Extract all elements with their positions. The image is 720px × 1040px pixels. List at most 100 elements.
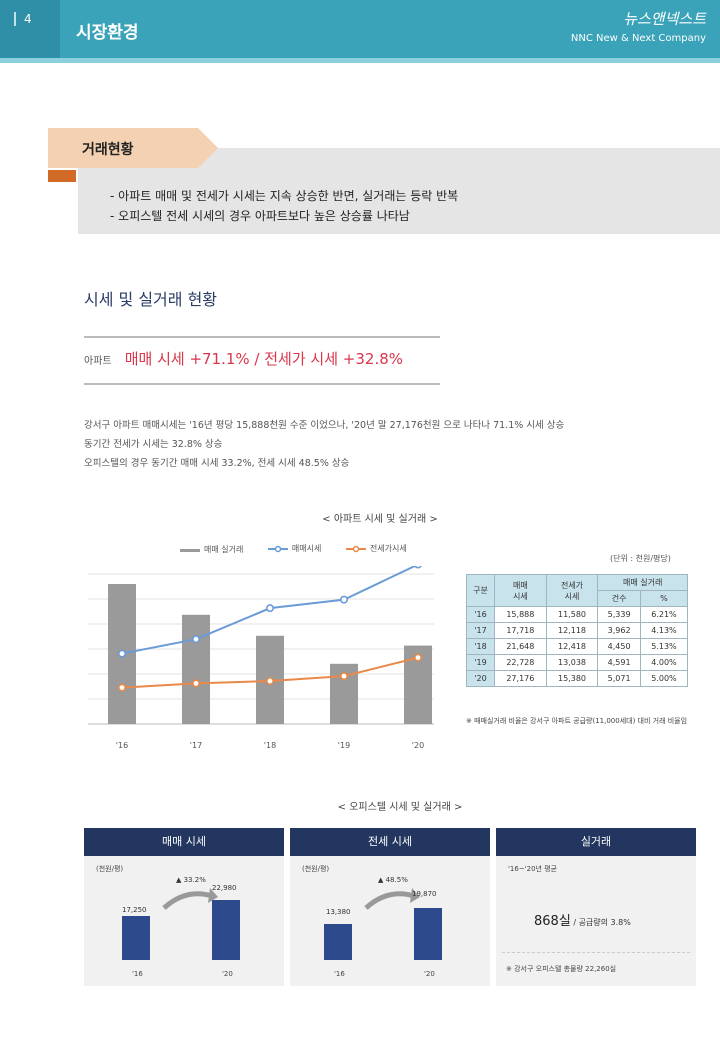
tag-shape <box>48 128 218 168</box>
card-period: '16~'20년 평균 <box>508 865 558 873</box>
cell-pct: 6.21% <box>639 606 689 623</box>
th-count: 건수 <box>597 590 641 607</box>
description-paragraph: 강서구 아파트 매매시세는 '16년 평당 15,888천원 수준 이었으나, … <box>84 416 564 473</box>
summary-list: 아파트 매매 및 전세가 시세는 지속 상승한 반면, 실거래는 등락 반복 오… <box>110 186 458 226</box>
divider-bottom <box>84 383 440 385</box>
point-jeonse-price <box>413 653 422 662</box>
section-tag: 거래현황 <box>48 128 218 168</box>
summary-box: 아파트 매매 및 전세가 시세는 지속 상승한 반면, 실거래는 등락 반복 오… <box>78 148 720 234</box>
card-footnote: ※ 강서구 오피스텔 총물량 22,260실 <box>506 965 617 973</box>
point-sale-price <box>414 566 422 569</box>
brand-tagline: NNC New & Next Company <box>570 33 706 44</box>
cell-count: 4,450 <box>597 638 641 655</box>
card-divider <box>502 952 690 953</box>
th-sale: 매매 시세 <box>494 574 547 607</box>
section-title: 시세 및 실거래 현황 <box>84 290 218 309</box>
big-number: 868실 <box>534 914 571 929</box>
x-tick-label: '16 <box>116 741 128 750</box>
curve-arrow-icon <box>162 888 218 910</box>
x-tick-label: '17 <box>190 741 202 750</box>
point-sale-price <box>117 649 126 658</box>
cell-pct: 5.00% <box>639 670 689 687</box>
cell-pct: 4.13% <box>639 622 689 639</box>
header-bar: 4 시장환경 뉴스앤넥스트 NNC New & Next Company <box>0 0 720 58</box>
page-number-box: 4 <box>0 0 60 58</box>
th-pct: % <box>639 590 689 607</box>
header-stripe <box>0 58 720 63</box>
office-card-sale: 매매 시세 (천원/평) ▲ 33.2% 17,250 22,980 '16 '… <box>84 828 284 986</box>
legend-label: 매매 실거래 <box>204 545 244 554</box>
curve-arrow-icon <box>364 888 420 910</box>
cell-jeonse: 11,580 <box>545 606 599 623</box>
cell-year: '17 <box>465 622 496 639</box>
x-tick-label: '18 <box>264 741 276 750</box>
table-row: '19 22,728 13,038 4,591 4.00% <box>465 654 689 671</box>
card-big-value: 868실 / 공급량의 3.8% <box>534 910 631 929</box>
cell-year: '20 <box>465 670 496 687</box>
legend-label: 매매시세 <box>291 544 322 553</box>
point-sale-price <box>266 604 275 613</box>
cell-jeonse: 12,418 <box>545 638 599 655</box>
paragraph-line: 오피스텔의 경우 동기간 매매 시세 33.2%, 전세 시세 48.5% 상승 <box>84 458 350 469</box>
point-sale-price <box>192 635 201 644</box>
card-unit: (천원/평) <box>302 865 330 873</box>
card-unit: (천원/평) <box>96 865 124 873</box>
x-tick-label: '20 <box>412 741 424 750</box>
x-tick-label: '19 <box>338 741 350 750</box>
table-note: ※ 매매실거래 비율은 강서구 아파트 공급량(11,000세대) 대비 거래 … <box>466 717 688 725</box>
point-jeonse-price <box>339 672 348 681</box>
card-change: ▲ 33.2% <box>176 876 206 884</box>
point-jeonse-price <box>117 683 126 692</box>
office-card-real: 실거래 '16~'20년 평균 868실 / 공급량의 3.8% ※ 강서구 오… <box>496 828 696 986</box>
cell-count: 3,962 <box>597 622 641 639</box>
brand-logo: 뉴스앤넥스트 NNC New & Next Company <box>571 8 706 44</box>
table-row: '17 17,718 12,118 3,962 4.13% <box>465 622 689 639</box>
highlight-line: 아파트 매매 시세 +71.1% / 전세가 시세 +32.8% <box>84 348 403 369</box>
chart-legend: 매매 실거래 매매시세 전세가시세 <box>180 543 429 555</box>
apt-table: 구분 매매 시세 전세가 시세 매매 실거래 건수 % '16 15,888 1… <box>465 574 689 687</box>
card-bar-end <box>212 900 240 960</box>
legend-item-sale: 매매시세 <box>267 543 322 554</box>
card-title: 전세 시세 <box>290 828 490 856</box>
cell-year: '16 <box>465 606 496 623</box>
page-number: 4 <box>14 12 32 26</box>
card-bar-start <box>324 924 352 960</box>
office-card-jeonse: 전세 시세 (천원/평) ▲ 48.5% 13,380 19,870 '16 '… <box>290 828 490 986</box>
point-jeonse-price <box>266 677 275 686</box>
card-title: 매매 시세 <box>84 828 284 856</box>
th-real: 매매 실거래 <box>597 574 688 591</box>
cell-sale: 21,648 <box>494 638 547 655</box>
card-bar-end <box>414 908 442 960</box>
cell-jeonse: 12,118 <box>545 622 599 639</box>
card-x-label: '20 <box>222 970 233 978</box>
card-change: ▲ 48.5% <box>378 876 408 884</box>
cell-jeonse: 13,038 <box>545 654 599 671</box>
legend-item-jeonse: 전세가시세 <box>345 543 407 554</box>
highlight-label: 아파트 <box>84 356 112 367</box>
point-jeonse-price <box>192 679 201 688</box>
th-jeonse: 전세가 시세 <box>545 574 599 607</box>
card-x-label: '16 <box>132 970 143 978</box>
tag-fold <box>48 170 76 182</box>
divider-top <box>84 336 440 338</box>
brand-logo-text: 뉴스앤넥스트 <box>623 10 706 28</box>
cell-sale: 22,728 <box>494 654 547 671</box>
cell-jeonse: 15,380 <box>545 670 599 687</box>
cell-count: 4,591 <box>597 654 641 671</box>
page-title: 시장환경 <box>76 23 139 43</box>
table-row: '20 27,176 15,380 5,071 5.00% <box>465 670 689 687</box>
section-tag-label: 거래현황 <box>82 142 134 158</box>
legend-item-bar: 매매 실거래 <box>180 544 243 555</box>
point-sale-price <box>339 595 348 604</box>
paragraph-line: 강서구 아파트 매매시세는 '16년 평당 15,888천원 수준 이었으나, … <box>84 420 565 431</box>
cell-sale: 17,718 <box>494 622 547 639</box>
bar-real-trade <box>182 614 210 724</box>
card-value-end: 19,870 <box>412 890 437 898</box>
apt-chart: '16 '17 '18 '19 '20 <box>88 566 434 750</box>
table-row: '16 15,888 11,580 5,339 6.21% <box>465 606 689 623</box>
summary-bullet: 오피스텔 전세 시세의 경우 아파트보다 높은 상승률 나타남 <box>110 206 458 226</box>
card-value-start: 17,250 <box>122 906 147 914</box>
table-unit: (단위 : 천원/평당) <box>610 554 671 563</box>
cell-sale: 27,176 <box>494 670 547 687</box>
big-subtext: / 공급량의 3.8% <box>570 918 631 927</box>
